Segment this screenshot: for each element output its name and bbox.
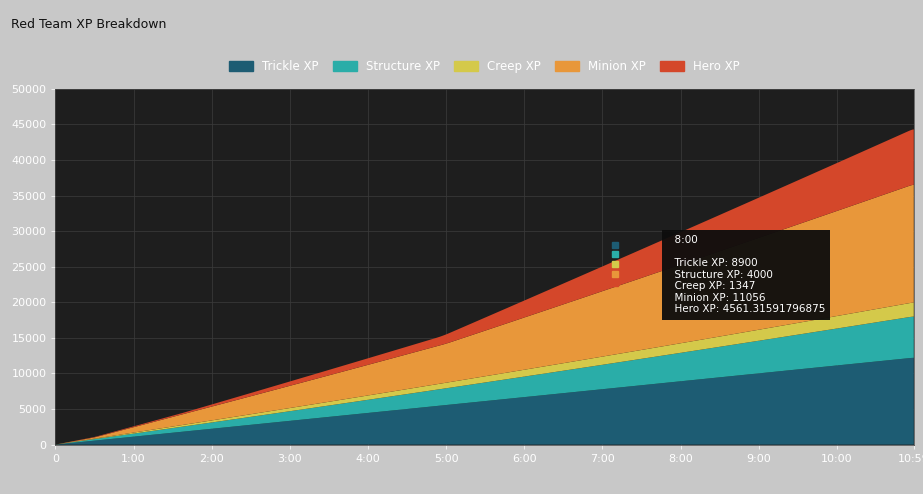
Text: 8:00

  Trickle XP: 8900
  Structure XP: 4000
  Creep XP: 1347
  Minion XP: 1105: 8:00 Trickle XP: 8900 Structure XP: 4000… — [667, 235, 825, 314]
Legend: Trickle XP, Structure XP, Creep XP, Minion XP, Hero XP: Trickle XP, Structure XP, Creep XP, Mini… — [229, 60, 740, 73]
Text: Red Team XP Breakdown: Red Team XP Breakdown — [11, 18, 166, 31]
